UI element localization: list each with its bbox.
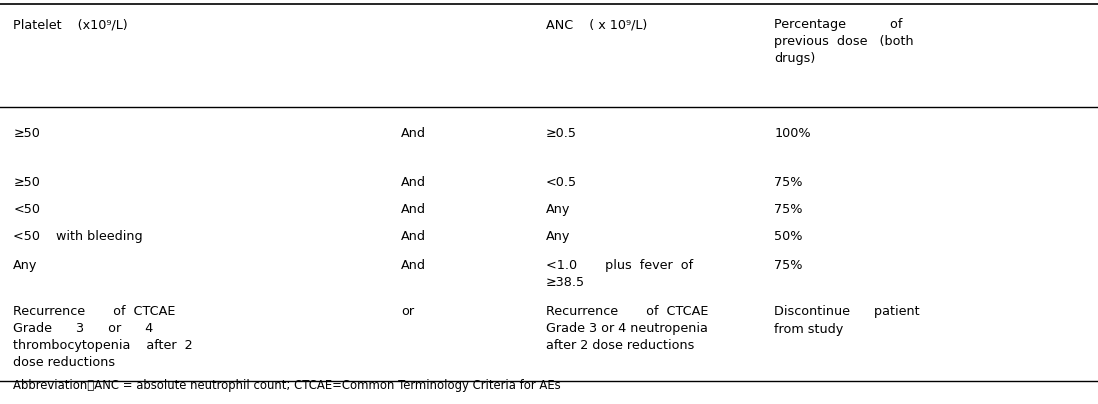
Text: 75%: 75% [774,176,803,189]
Text: And: And [401,176,426,189]
Text: ≥0.5: ≥0.5 [546,127,576,140]
Text: ≥50: ≥50 [13,127,40,140]
Text: Any: Any [546,203,570,216]
Text: <1.0       plus  fever  of
≥38.5: <1.0 plus fever of ≥38.5 [546,259,693,288]
Text: Recurrence       of  CTCAE
Grade      3      or      4
thrombocytopenia    after: Recurrence of CTCAE Grade 3 or 4 thrombo… [13,305,193,369]
Text: <0.5: <0.5 [546,176,576,189]
Text: Abbreviation：ANC = absolute neutrophil count; CTCAE=Common Terminology Criteria : Abbreviation：ANC = absolute neutrophil c… [13,379,561,392]
Text: Platelet    (x10⁹/L): Platelet (x10⁹/L) [13,18,127,31]
Text: And: And [401,127,426,140]
Text: And: And [401,259,426,271]
Text: Discontinue      patient
from study: Discontinue patient from study [774,305,920,336]
Text: And: And [401,203,426,216]
Text: Any: Any [13,259,37,271]
Text: <50: <50 [13,203,41,216]
Text: <50    with bleeding: <50 with bleeding [13,230,143,243]
Text: 50%: 50% [774,230,803,243]
Text: 75%: 75% [774,259,803,271]
Text: And: And [401,230,426,243]
Text: Percentage           of
previous  dose   (both
drugs): Percentage of previous dose (both drugs) [774,18,914,65]
Text: Recurrence       of  CTCAE
Grade 3 or 4 neutropenia
after 2 dose reductions: Recurrence of CTCAE Grade 3 or 4 neutrop… [546,305,708,352]
Text: ANC    ( x 10⁹/L): ANC ( x 10⁹/L) [546,18,647,31]
Text: 75%: 75% [774,203,803,216]
Text: or: or [401,305,414,318]
Text: Any: Any [546,230,570,243]
Text: ≥50: ≥50 [13,176,40,189]
Text: 100%: 100% [774,127,810,140]
